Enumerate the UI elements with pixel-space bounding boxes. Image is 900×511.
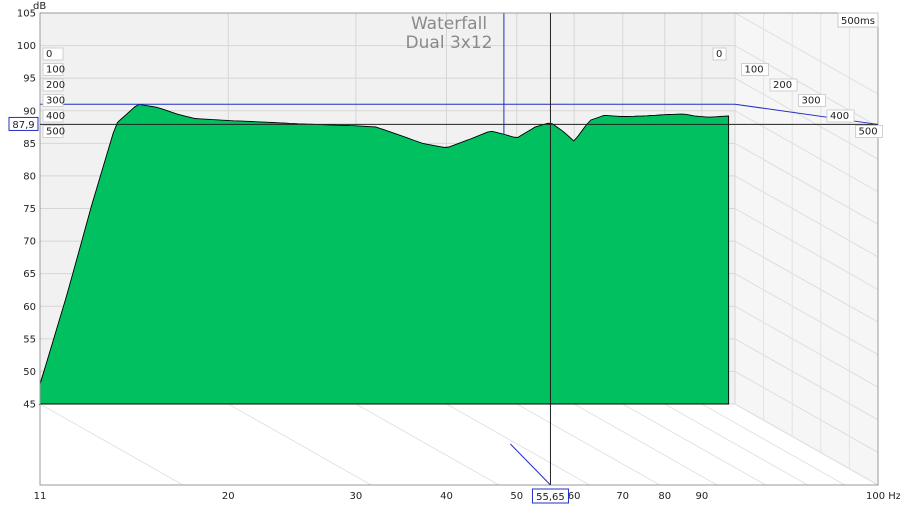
y-tick-label: 85 bbox=[23, 139, 36, 150]
grid-line-floor bbox=[573, 403, 718, 486]
y-tick-label: 95 bbox=[23, 74, 36, 85]
x-tick-label: 20 bbox=[222, 491, 235, 502]
plot-frame bbox=[39, 12, 879, 486]
x-tick-label: 60 bbox=[568, 491, 581, 502]
grid-line-floor bbox=[701, 403, 846, 486]
x-tick-label: 100 Hz bbox=[866, 491, 900, 502]
cursor-level-readout: 87,9 bbox=[8, 116, 39, 131]
y-tick-label: 105 bbox=[17, 9, 36, 20]
time-label-top: 500ms bbox=[837, 12, 879, 28]
time-tick-box bbox=[42, 63, 64, 76]
grid-line-right-wall bbox=[734, 12, 879, 95]
y-axis-label: dB bbox=[33, 1, 46, 12]
grid-line-right-wall bbox=[734, 273, 879, 356]
grid-line-right-wall bbox=[734, 240, 879, 323]
waterfall-slices bbox=[38, 103, 730, 405]
time-tick-label-left: 200 bbox=[46, 80, 65, 91]
time-tick-label-left: 0 bbox=[46, 49, 52, 60]
grid-line-right-wall bbox=[734, 370, 879, 453]
grid-line-floor bbox=[39, 403, 184, 486]
grid-line-right-wall bbox=[734, 305, 879, 388]
time-tick-label-left: 300 bbox=[46, 96, 65, 107]
time-tick-box bbox=[798, 94, 826, 107]
grid-line-right-wall bbox=[734, 338, 879, 421]
cursor-diagonal-line bbox=[510, 443, 551, 486]
y-tick-label: 50 bbox=[23, 367, 36, 378]
time-tick-box bbox=[712, 47, 727, 61]
y-axis-ticks: 45 50 55 60 65 70 75 80 85 90 95 100 105 bbox=[17, 9, 36, 411]
x-tick-label: 70 bbox=[616, 491, 629, 502]
x-tick-label: 30 bbox=[350, 491, 363, 502]
time-tick-label-left: 100 bbox=[46, 65, 65, 76]
time-label-top-text: 500ms bbox=[841, 16, 875, 27]
y-tick-label: 60 bbox=[23, 302, 36, 313]
time-tick-box bbox=[42, 94, 64, 107]
grid-line-floor bbox=[516, 403, 660, 486]
y-tick-label: 65 bbox=[23, 269, 36, 280]
grid-line-floor bbox=[664, 403, 808, 486]
x-tick-label: 90 bbox=[695, 491, 708, 502]
y-tick-label: 75 bbox=[23, 204, 36, 215]
time-tick-label-right: 200 bbox=[773, 80, 792, 91]
y-tick-label: 100 bbox=[17, 41, 36, 52]
grid-line-right-wall bbox=[734, 142, 879, 225]
x-tick-label: 80 bbox=[658, 491, 671, 502]
waterfall-slice-0 bbox=[39, 103, 730, 405]
grid-line-floor bbox=[355, 403, 500, 486]
time-axis-right: 0 100 200 300 400 500 bbox=[712, 47, 883, 138]
grid-line-right-wall bbox=[734, 77, 879, 160]
x-tick-label: 40 bbox=[440, 491, 453, 502]
grid-line-floor bbox=[622, 403, 766, 486]
time-tick-box bbox=[826, 109, 855, 123]
time-tick-box bbox=[855, 125, 883, 138]
time-tick-label-left: 500 bbox=[46, 127, 65, 138]
time-tick-label-right: 300 bbox=[802, 96, 821, 107]
cursor-level-text: 87,9 bbox=[12, 120, 34, 131]
time-tick-box bbox=[42, 125, 64, 138]
chart-subtitle: Dual 3x12 bbox=[406, 33, 493, 53]
y-tick-label: 90 bbox=[23, 106, 36, 117]
time-tick-label-right: 400 bbox=[830, 111, 849, 122]
time-tick-label-right: 100 bbox=[745, 65, 764, 76]
grid-line-floor bbox=[227, 403, 372, 486]
cursor[interactable]: 87,9 55,65 bbox=[8, 13, 878, 504]
grid-line-right-wall bbox=[734, 208, 879, 290]
time-tick-box bbox=[769, 78, 798, 92]
time-tick-label-left: 400 bbox=[46, 111, 65, 122]
grid-line-right-wall bbox=[734, 175, 879, 258]
time-tick-box bbox=[42, 78, 64, 92]
time-axis-left: 0 100 200 300 400 500 bbox=[42, 47, 65, 138]
x-axis-ticks: 11 20 30 40 50 60 70 80 90 100 Hz bbox=[34, 491, 900, 502]
grid-line-floor bbox=[446, 403, 590, 486]
chart-title: Waterfall bbox=[411, 14, 487, 34]
time-tick-box bbox=[741, 63, 769, 76]
time-tick-box bbox=[42, 109, 64, 123]
time-tick-label-right: 500 bbox=[859, 127, 878, 138]
y-tick-label: 55 bbox=[23, 334, 36, 345]
y-tick-label: 80 bbox=[23, 171, 36, 182]
x-tick-label: 50 bbox=[510, 491, 523, 502]
y-tick-label: 45 bbox=[23, 400, 36, 411]
time-tick-box bbox=[42, 47, 64, 61]
cursor-frequency-readout: 55,65 bbox=[531, 488, 569, 504]
cursor-frequency-text: 55,65 bbox=[536, 492, 565, 503]
y-tick-label: 70 bbox=[23, 237, 36, 248]
time-tick-label-right: 0 bbox=[716, 49, 722, 60]
grid-line-floor bbox=[734, 403, 879, 486]
x-tick-label: 11 bbox=[34, 491, 47, 502]
